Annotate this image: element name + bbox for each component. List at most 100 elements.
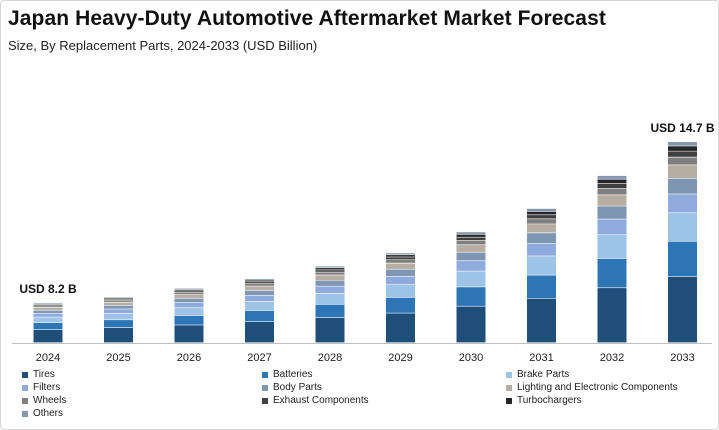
bar-segment-wheels-2027 bbox=[245, 284, 274, 286]
bar-segment-tires-2032 bbox=[597, 288, 627, 343]
bar-segment-turbochargers-2026 bbox=[174, 289, 204, 291]
bar-segment-body-parts-2031 bbox=[527, 233, 556, 244]
x-tick-label: 2030 bbox=[459, 352, 483, 364]
x-tick-label: 2031 bbox=[529, 352, 553, 364]
chart-subtitle: Size, By Replacement Parts, 2024-2033 (U… bbox=[8, 38, 318, 53]
bar-segment-wheels-2033 bbox=[668, 157, 697, 165]
bar-stack-2030 bbox=[456, 232, 486, 343]
bar-segment-lighting-and-electronic-components-2032 bbox=[597, 195, 627, 206]
bar-segment-exhaust-components-2025 bbox=[104, 299, 133, 301]
bar-segment-batteries-2025 bbox=[104, 320, 133, 328]
bar-segment-brake-parts-2028 bbox=[315, 293, 345, 304]
bar-stack-2032 bbox=[597, 175, 627, 343]
legend-label: Wheels bbox=[33, 395, 67, 406]
bar-segment-exhaust-components-2032 bbox=[597, 183, 627, 189]
bar-segment-filters-2031 bbox=[527, 243, 556, 256]
total-value-annotation: USD 14.7 B bbox=[650, 121, 714, 135]
bar-segment-turbochargers-2028 bbox=[315, 268, 345, 270]
legend-label: Body Parts bbox=[273, 382, 322, 393]
x-tick-label: 2026 bbox=[177, 352, 201, 364]
bar-segment-body-parts-2026 bbox=[174, 298, 204, 303]
bar-segment-tires-2031 bbox=[527, 298, 556, 343]
bar-stack-2024 bbox=[33, 303, 63, 343]
bar-segment-turbochargers-2032 bbox=[597, 179, 627, 184]
legend-label: Tires bbox=[33, 369, 55, 380]
legend-item-body-parts: Body Parts bbox=[262, 382, 322, 393]
bar-segment-exhaust-components-2030 bbox=[456, 237, 486, 241]
bar-segment-body-parts-2029 bbox=[386, 269, 415, 276]
bar-segment-tires-2027 bbox=[245, 322, 274, 343]
legend-swatch bbox=[506, 397, 512, 404]
bar-segment-tires-2025 bbox=[104, 328, 133, 343]
bar-segment-wheels-2029 bbox=[386, 260, 415, 263]
legend-swatch bbox=[262, 371, 268, 378]
bar-segment-body-parts-2032 bbox=[597, 206, 627, 219]
bar-segment-body-parts-2028 bbox=[315, 280, 345, 286]
bar-segment-lighting-and-electronic-components-2025 bbox=[104, 302, 133, 306]
x-tick-label: 2027 bbox=[247, 352, 271, 364]
bar-segment-turbochargers-2027 bbox=[245, 280, 274, 282]
bar-segment-brake-parts-2026 bbox=[174, 308, 204, 316]
bar-segment-exhaust-components-2033 bbox=[668, 151, 697, 157]
bar-segment-batteries-2031 bbox=[527, 275, 556, 299]
bar-segment-tires-2029 bbox=[386, 313, 415, 343]
legend-label: Turbochargers bbox=[517, 395, 582, 406]
legend-label: Lighting and Electronic Components bbox=[517, 382, 678, 393]
bar-segment-exhaust-components-2027 bbox=[245, 282, 274, 284]
x-tick-label: 2033 bbox=[670, 352, 694, 364]
legend-item-filters: Filters bbox=[22, 382, 60, 393]
legend-label: Exhaust Components bbox=[273, 395, 369, 406]
bar-segment-filters-2025 bbox=[104, 309, 133, 313]
bar-segment-filters-2033 bbox=[668, 194, 697, 213]
bar-segment-turbochargers-2033 bbox=[668, 146, 697, 151]
x-tick-label: 2025 bbox=[106, 352, 130, 364]
x-tick-label: 2029 bbox=[388, 352, 412, 364]
bar-segment-brake-parts-2027 bbox=[245, 301, 274, 311]
bar-segment-others-2029 bbox=[386, 253, 415, 255]
legend-swatch bbox=[506, 371, 512, 378]
bar-segment-tires-2030 bbox=[456, 306, 486, 343]
bar-segment-lighting-and-electronic-components-2024 bbox=[33, 307, 63, 310]
bar-segment-others-2028 bbox=[315, 266, 345, 268]
legend-item-batteries: Batteries bbox=[262, 369, 312, 380]
bar-segment-others-2031 bbox=[527, 208, 556, 212]
bar-segment-others-2032 bbox=[597, 175, 627, 179]
legend-label: Others bbox=[33, 408, 64, 419]
bar-segment-lighting-and-electronic-components-2026 bbox=[174, 295, 204, 298]
bar-segment-tires-2028 bbox=[315, 318, 345, 343]
legend-item-exhaust-components: Exhaust Components bbox=[262, 395, 369, 406]
bar-segment-exhaust-components-2031 bbox=[527, 215, 556, 219]
legend-item-lighting-and-electronic-components: Lighting and Electronic Components bbox=[506, 382, 678, 393]
bar-stack-2029 bbox=[386, 253, 415, 343]
legend-item-brake-parts: Brake Parts bbox=[506, 369, 569, 380]
bar-segment-body-parts-2025 bbox=[104, 305, 133, 309]
bar-segment-filters-2026 bbox=[174, 302, 204, 308]
bar-segment-turbochargers-2031 bbox=[527, 211, 556, 215]
chart-title: Japan Heavy-Duty Automotive Aftermarket … bbox=[8, 7, 606, 30]
bar-segment-brake-parts-2025 bbox=[104, 313, 133, 320]
bar-stack-2027 bbox=[245, 279, 274, 343]
bar-segment-exhaust-components-2026 bbox=[174, 291, 204, 293]
total-value-annotation: USD 8.2 B bbox=[19, 282, 77, 296]
bar-segment-exhaust-components-2024 bbox=[33, 305, 63, 306]
legend-swatch bbox=[22, 371, 28, 378]
legend-item-wheels: Wheels bbox=[22, 395, 66, 406]
bar-segment-body-parts-2033 bbox=[668, 178, 697, 194]
bar-segment-turbochargers-2025 bbox=[104, 298, 133, 299]
bar-segment-batteries-2030 bbox=[456, 287, 486, 306]
bar-segment-filters-2028 bbox=[315, 286, 345, 294]
bar-segment-brake-parts-2030 bbox=[456, 271, 486, 287]
bar-segment-batteries-2029 bbox=[386, 297, 415, 313]
bar-segment-body-parts-2024 bbox=[33, 310, 63, 313]
bar-segment-lighting-and-electronic-components-2031 bbox=[527, 224, 556, 233]
bar-segment-filters-2029 bbox=[386, 276, 415, 285]
bar-segment-wheels-2026 bbox=[174, 292, 204, 295]
bar-segment-filters-2032 bbox=[597, 219, 627, 235]
bar-segment-turbochargers-2030 bbox=[456, 234, 486, 237]
bar-segment-batteries-2032 bbox=[597, 258, 627, 288]
bar-stack-2028 bbox=[315, 266, 345, 343]
bar-segment-batteries-2024 bbox=[33, 323, 63, 330]
chart-legend: Tires Batteries Brake Parts Filters Body Par… bbox=[22, 369, 712, 427]
bar-segment-lighting-and-electronic-components-2028 bbox=[315, 275, 345, 280]
bar-segment-batteries-2033 bbox=[668, 241, 697, 277]
